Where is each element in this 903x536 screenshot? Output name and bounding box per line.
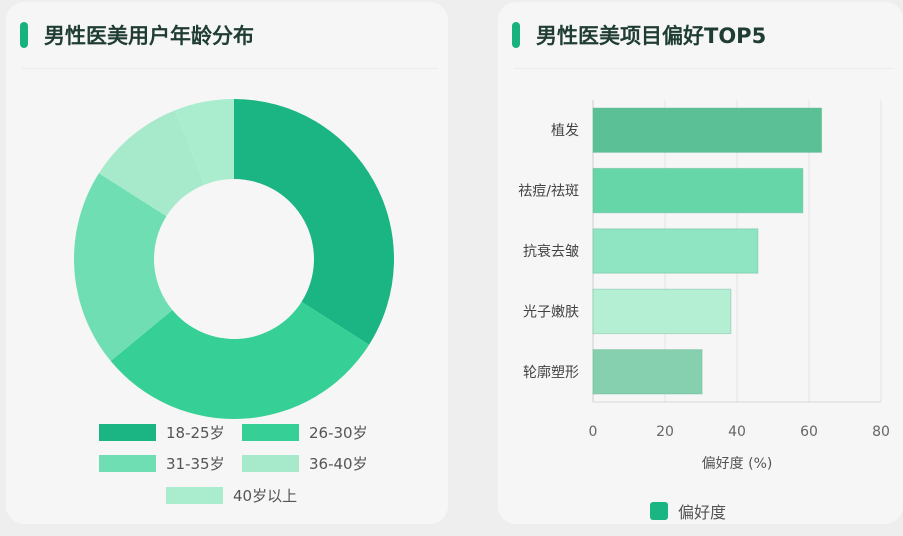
x-tick-label: 20 — [656, 424, 674, 440]
legend-item[interactable]: 31-35岁 — [99, 453, 225, 474]
title-accent — [512, 22, 520, 48]
legend-label: 26-30岁 — [309, 424, 368, 442]
legend-label: 36-40岁 — [309, 455, 368, 473]
legend-swatch — [650, 502, 668, 520]
x-tick-label: 60 — [800, 424, 818, 440]
donut-slice[interactable] — [175, 99, 234, 185]
donut-slice[interactable] — [98, 110, 205, 217]
legend-item[interactable]: 36-40岁 — [242, 453, 368, 474]
legend-item[interactable]: 26-30岁 — [242, 422, 368, 443]
x-tick-label: 0 — [589, 424, 598, 440]
legend-swatch — [242, 424, 299, 441]
title-text: 男性医美项目偏好TOP5 — [536, 24, 767, 48]
age-distribution-card: 男性医美用户年龄分布 18-25岁 26-30岁 31-35岁 36-40岁 40岁以上 — [6, 2, 448, 524]
bar[interactable] — [592, 349, 703, 395]
legend-swatch — [99, 455, 156, 472]
donut-slice[interactable] — [234, 99, 394, 345]
bar[interactable] — [592, 228, 759, 274]
donut-chart — [74, 99, 394, 419]
legend-label: 31-35岁 — [166, 455, 225, 473]
bar[interactable] — [592, 167, 804, 214]
donut-slice[interactable] — [74, 173, 173, 361]
legend-label: 偏好度 — [678, 503, 727, 522]
card-title: 男性医美项目偏好TOP5 — [512, 20, 766, 50]
project-preference-card: 男性医美项目偏好TOP5 0 20 40 60 80 植发祛痘/祛斑抗衰去皱光子嫩肤轮廓塑… — [498, 2, 903, 524]
y-tick-label: 光子嫩肤 — [523, 304, 579, 320]
legend-swatch — [242, 455, 299, 472]
y-tick-label: 祛痘/祛斑 — [518, 184, 579, 200]
legend-swatch — [166, 487, 223, 504]
x-tick-label: 80 — [872, 424, 890, 440]
title-text: 男性医美用户年龄分布 — [44, 24, 254, 48]
legend-swatch — [99, 424, 156, 441]
legend-label: 18-25岁 — [166, 424, 225, 442]
title-accent — [20, 22, 28, 48]
y-tick-label: 轮廓塑形 — [523, 364, 579, 381]
legend-label: 40岁以上 — [233, 487, 298, 505]
y-tick-label: 抗衰去皱 — [523, 243, 579, 260]
bar[interactable] — [592, 107, 823, 153]
bar[interactable] — [592, 288, 732, 335]
donut-slice[interactable] — [110, 301, 370, 419]
legend-item[interactable]: 18-25岁 — [99, 422, 225, 443]
y-tick-label: 植发 — [551, 123, 579, 139]
card-title: 男性医美用户年龄分布 — [20, 20, 254, 50]
divider — [22, 68, 438, 69]
divider — [514, 68, 893, 69]
x-tick-label: 40 — [728, 424, 746, 440]
x-axis-label: 偏好度 (%) — [702, 456, 773, 472]
legend-item[interactable]: 偏好度 — [650, 499, 726, 523]
legend-item[interactable]: 40岁以上 — [166, 485, 297, 506]
